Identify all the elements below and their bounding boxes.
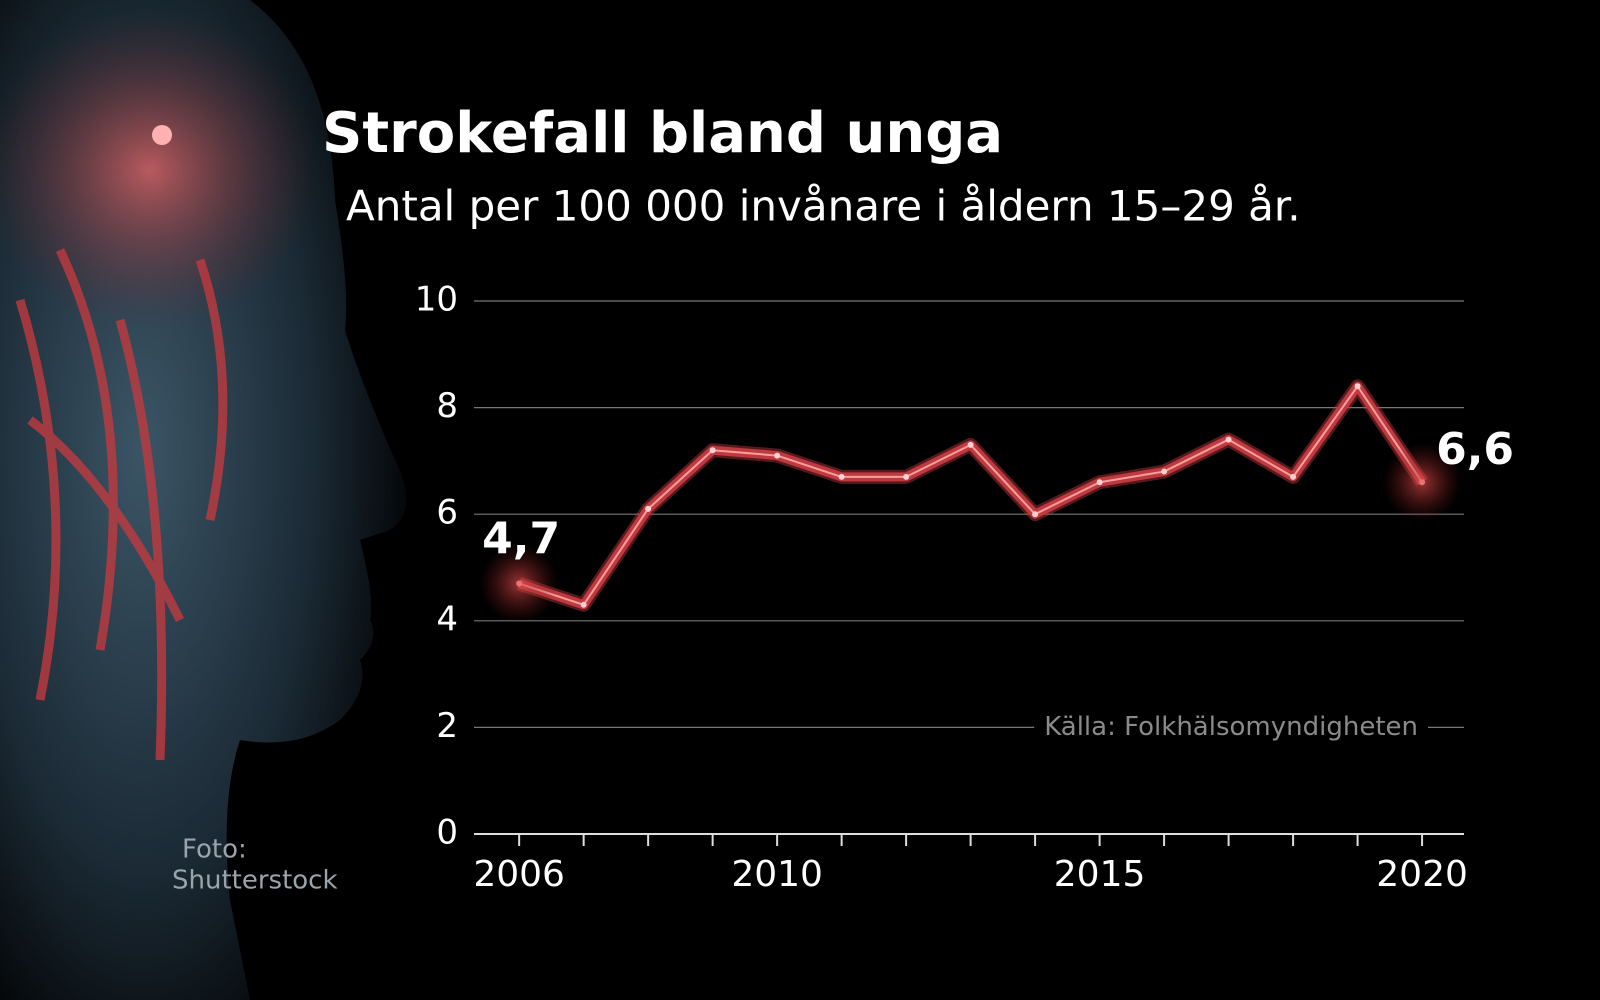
- point: [967, 441, 974, 448]
- y-tick-label: 6: [436, 493, 458, 533]
- y-tick-label: 10: [415, 280, 458, 320]
- point: [1225, 436, 1232, 443]
- plot: 0 2 4 6 8 10 2006 2010 2015 2020 Källa: Folkhälsom…: [415, 280, 1514, 896]
- point: [709, 447, 716, 454]
- point-glow: [479, 543, 560, 624]
- y-tick-label: 0: [436, 813, 458, 853]
- value-label: 6,6: [1436, 424, 1514, 475]
- point: [1032, 511, 1039, 518]
- y-tick-label: 2: [436, 706, 458, 746]
- point: [1354, 383, 1361, 390]
- x-tick-label: 2010: [731, 854, 823, 895]
- x-tick-label: 2020: [1376, 854, 1468, 895]
- point: [1096, 479, 1103, 486]
- point: [645, 505, 652, 512]
- point: [903, 473, 910, 480]
- photo-credit: Foto:: [182, 835, 247, 865]
- point: [774, 452, 781, 459]
- x-tick-label: 2006: [473, 854, 565, 895]
- source-note: Källa: Folkhälsomyndigheten: [1044, 712, 1418, 742]
- y-tick-label: 4: [436, 599, 458, 639]
- point-glow: [1382, 442, 1463, 523]
- source-background: [1034, 711, 1428, 742]
- head-illustration: [0, 0, 407, 1000]
- chart-subtitle: Antal per 100 000 invånare i åldern 15–2…: [346, 182, 1301, 231]
- chart-title: Strokefall bland unga: [322, 101, 1003, 166]
- x-tick-label: 2015: [1054, 854, 1146, 895]
- point: [1290, 473, 1297, 480]
- point: [580, 601, 587, 608]
- value-label: 4,7: [482, 513, 560, 564]
- point: [838, 473, 845, 480]
- point: [1161, 468, 1168, 475]
- y-tick-label: 8: [436, 386, 458, 426]
- photo-credit: Shutterstock: [172, 866, 338, 896]
